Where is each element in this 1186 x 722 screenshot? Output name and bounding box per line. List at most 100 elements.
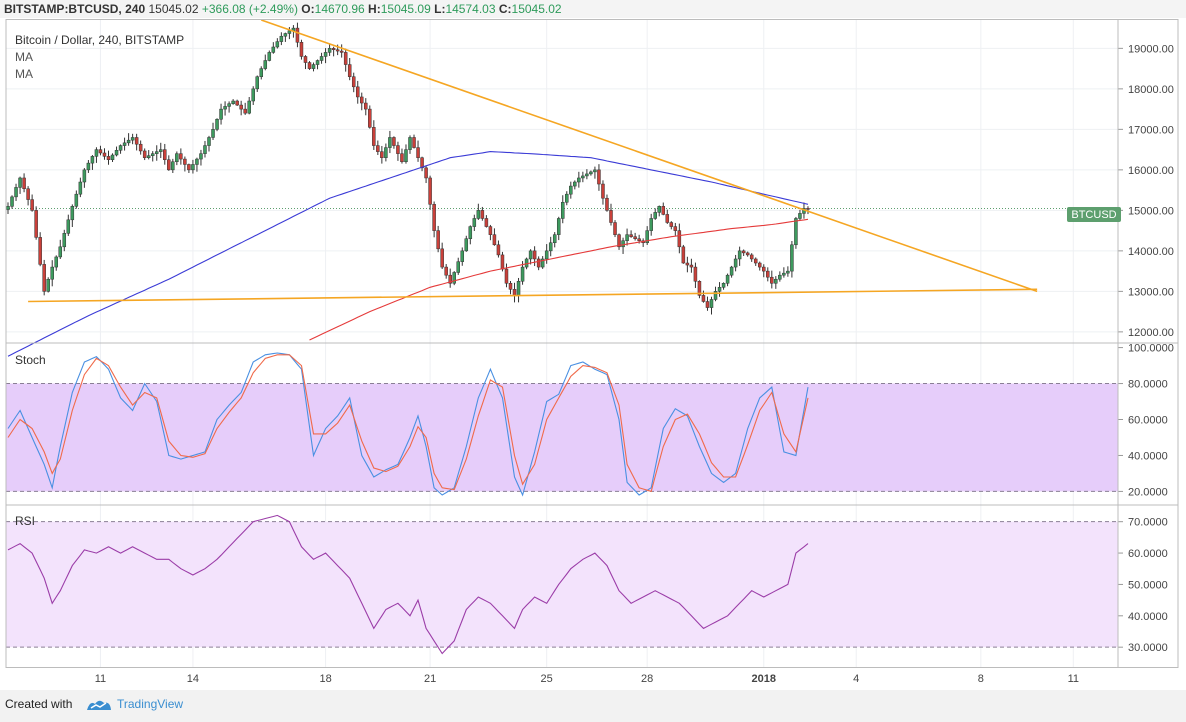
candle xyxy=(786,270,790,274)
candle xyxy=(524,258,529,268)
candle xyxy=(323,52,328,57)
price-change: +366.08 (+2.49%) xyxy=(201,2,298,16)
candle xyxy=(315,60,320,65)
candle xyxy=(191,164,195,171)
ma-slow-line xyxy=(7,151,809,357)
candle xyxy=(528,250,533,260)
candle xyxy=(512,289,517,296)
candle xyxy=(717,287,722,292)
candle xyxy=(175,153,179,163)
candle xyxy=(552,234,557,244)
candle xyxy=(637,238,641,241)
candle xyxy=(207,137,211,146)
candle xyxy=(287,30,292,34)
candle xyxy=(98,149,103,154)
candle xyxy=(436,230,440,250)
candle xyxy=(544,250,549,260)
candle xyxy=(372,127,376,146)
stoch-d-line xyxy=(7,354,809,493)
price-series xyxy=(6,19,1038,357)
candle xyxy=(661,206,666,215)
price-tick-label: 13000.00 xyxy=(1128,286,1174,298)
candle xyxy=(376,145,380,152)
candle xyxy=(729,266,734,276)
candle xyxy=(134,137,139,145)
candle xyxy=(295,27,300,43)
candle xyxy=(597,169,601,185)
candle xyxy=(303,56,308,63)
stoch-panel xyxy=(6,383,1118,492)
candle xyxy=(701,295,706,302)
candle xyxy=(58,246,63,258)
candle xyxy=(766,270,770,278)
candle xyxy=(697,280,702,296)
tradingview-logo-icon[interactable] xyxy=(86,698,112,712)
candle xyxy=(669,222,674,227)
candle xyxy=(347,64,352,77)
candle xyxy=(138,143,143,152)
candle xyxy=(412,137,416,148)
candle xyxy=(770,276,774,284)
candle xyxy=(263,60,268,69)
candle xyxy=(733,258,738,268)
tradingview-link[interactable]: TradingView xyxy=(117,697,184,711)
candle xyxy=(331,48,336,50)
candle xyxy=(150,153,155,156)
x-tick-label: 11 xyxy=(1068,673,1079,685)
candle xyxy=(741,250,746,254)
candle xyxy=(283,33,288,37)
candle xyxy=(408,137,412,150)
price-tick-label: 14000.00 xyxy=(1128,246,1174,258)
candle xyxy=(122,142,127,146)
rsi-tick-label: 50.0000 xyxy=(1128,579,1168,591)
candle xyxy=(384,147,388,158)
candle xyxy=(142,150,147,158)
candle xyxy=(203,145,207,154)
rsi-tick-label: 40.0000 xyxy=(1128,611,1168,623)
candle xyxy=(577,177,581,183)
candle xyxy=(271,46,276,53)
price-tick-label: 19000.00 xyxy=(1128,43,1174,55)
candle xyxy=(745,252,750,256)
candle xyxy=(460,250,465,262)
candle xyxy=(130,137,135,141)
candle xyxy=(163,149,167,160)
candle xyxy=(532,250,537,260)
candle xyxy=(247,100,251,114)
btcusd-badge xyxy=(1067,207,1121,222)
candle xyxy=(299,42,304,57)
candle xyxy=(235,100,239,106)
candle xyxy=(488,226,493,235)
candle xyxy=(649,218,653,231)
candle xyxy=(432,204,436,231)
candle xyxy=(452,272,456,284)
candle xyxy=(223,106,227,110)
candle xyxy=(279,35,284,42)
candle xyxy=(790,244,794,272)
open-label: O: xyxy=(301,2,315,16)
candle xyxy=(496,244,501,256)
x-tick-label: 4 xyxy=(853,673,859,685)
candle xyxy=(243,108,247,114)
candle xyxy=(70,206,75,221)
candle xyxy=(508,283,513,290)
candle xyxy=(10,196,14,207)
candle xyxy=(593,169,597,173)
rsi-series xyxy=(7,514,809,655)
candle xyxy=(159,149,163,152)
candle xyxy=(319,56,324,61)
x-tick-label: 18 xyxy=(319,673,331,685)
candle xyxy=(709,299,714,308)
candle xyxy=(360,96,364,104)
candle xyxy=(114,150,119,156)
candle xyxy=(440,248,444,268)
footer: Created with TradingView xyxy=(0,690,1186,722)
candle xyxy=(633,236,637,239)
ma-fast-line xyxy=(309,218,809,341)
symbol-label: BITSTAMP:BTCUSD, 240 xyxy=(4,2,146,16)
candle xyxy=(18,177,22,188)
candle xyxy=(219,108,223,120)
high-value: 15045.09 xyxy=(380,2,431,16)
candle xyxy=(677,230,682,248)
candle xyxy=(215,118,219,130)
